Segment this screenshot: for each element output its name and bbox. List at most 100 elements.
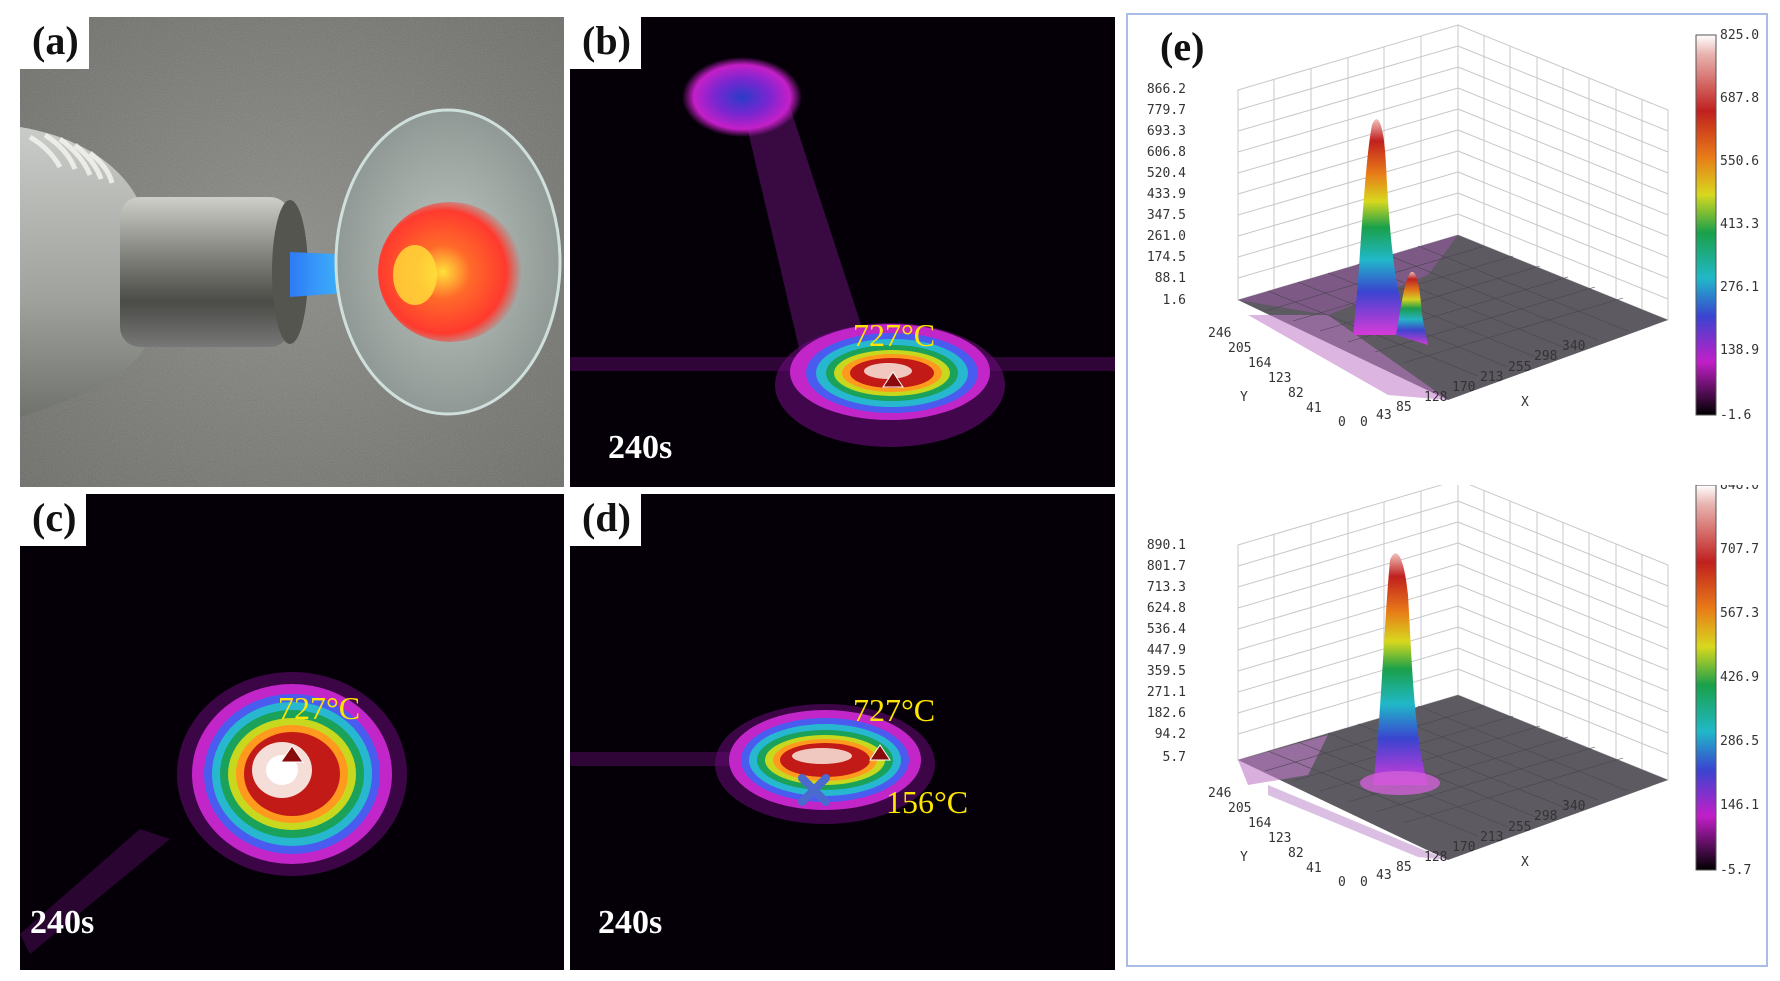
z1-tick: 1.6 (1163, 293, 1186, 308)
z1-tick: 347.5 (1147, 208, 1186, 223)
cb1-tick: 825.0 (1720, 28, 1759, 43)
hot-spot-triangle-icon (869, 744, 891, 761)
x2-tick: 170 (1452, 840, 1475, 855)
z2-tick: 359.5 (1147, 664, 1186, 679)
x1-tick: 0 (1360, 415, 1368, 430)
cb2-tick: 567.3 (1720, 606, 1759, 621)
x1-tick: 255 (1508, 360, 1531, 375)
cb1-tick: 413.3 (1720, 217, 1759, 232)
panel-e-3d-plots: (e) (1126, 13, 1768, 967)
y1-tick: 41 (1306, 401, 1322, 416)
y1-tick: 123 (1268, 371, 1291, 386)
x2-tick: 128 (1424, 850, 1447, 865)
panel-d-time: 240s (598, 904, 663, 941)
z2-tick: 713.3 (1147, 580, 1186, 595)
z1-tick: 606.8 (1147, 145, 1186, 160)
cb1-tick: 550.6 (1720, 154, 1759, 169)
x1-tick: 340 (1562, 339, 1585, 354)
z2-tick: 271.1 (1147, 685, 1186, 700)
x2-tick: 340 (1562, 799, 1585, 814)
z1-tick: 866.2 (1147, 82, 1186, 97)
x1-tick: 85 (1396, 400, 1412, 415)
z1-tick: 88.1 (1155, 271, 1186, 286)
x1-tick: 298 (1534, 349, 1557, 364)
z1-tick: 174.5 (1147, 250, 1186, 265)
surface-plot-1: 825.0 687.8 550.6 413.3 276.1 138.9 -1.6… (1147, 24, 1759, 430)
y1-tick: 0 (1338, 415, 1346, 430)
panel-d-min-temp: 156°C (886, 784, 969, 820)
y2-axis-label: Y (1240, 850, 1248, 865)
x2-tick: 213 (1480, 830, 1503, 845)
panel-c-thermal: (c) 727°C 240s (20, 494, 564, 970)
cb1-tick: 687.8 (1720, 91, 1759, 106)
x1-tick: 128 (1424, 390, 1447, 405)
y2-tick: 164 (1248, 816, 1272, 831)
x1-tick: 170 (1452, 380, 1475, 395)
panel-d-label: (d) (570, 494, 641, 546)
panel-b-label: (b) (570, 17, 641, 69)
heat-zone-c (177, 672, 407, 876)
z1-tick: 520.4 (1147, 166, 1186, 181)
torch-photo (20, 17, 564, 487)
z2-tick: 5.7 (1163, 750, 1186, 765)
y2-tick: 0 (1338, 875, 1346, 890)
x2-tick: 85 (1396, 860, 1412, 875)
panel-e-label: (e) (1148, 23, 1215, 75)
panel-d-thermal: (d) 727°C 156°C 240s (570, 494, 1115, 970)
hot-spot-triangle-icon (280, 745, 304, 763)
thermal-image-b (570, 57, 1115, 447)
cb1-tick: 138.9 (1720, 343, 1759, 358)
y1-axis-label: Y (1240, 390, 1248, 405)
z1-tick: 693.3 (1147, 124, 1186, 139)
z2-tick: 624.8 (1147, 601, 1186, 616)
panel-b-thermal: (b) 727°C 240s (570, 17, 1115, 487)
cb1-tick: -1.6 (1720, 408, 1751, 423)
z2-tick: 94.2 (1155, 727, 1186, 742)
panel-c-max-temp: 727°C (278, 690, 361, 726)
y1-tick: 205 (1228, 341, 1251, 356)
x2-tick: 255 (1508, 820, 1531, 835)
y1-tick: 82 (1288, 386, 1304, 401)
x2-tick: 0 (1360, 875, 1368, 890)
y2-tick: 41 (1306, 861, 1322, 876)
panel-c-time: 240s (30, 904, 95, 941)
z2-tick: 890.1 (1147, 538, 1186, 553)
surface-plot-2: 848.0 707.7 567.3 426.9 286.5 146.1 -5.7… (1147, 485, 1759, 890)
y2-tick: 82 (1288, 846, 1304, 861)
x1-tick: 213 (1480, 370, 1503, 385)
heat-zone-d (715, 704, 935, 824)
z2-tick: 536.4 (1147, 622, 1186, 637)
y1-tick: 246 (1208, 326, 1231, 341)
z1-tick: 779.7 (1147, 103, 1186, 118)
y2-tick: 205 (1228, 801, 1251, 816)
panel-c-label: (c) (20, 494, 87, 546)
x2-tick: 298 (1534, 809, 1557, 824)
z2-tick: 447.9 (1147, 643, 1186, 658)
panel-d-max-temp: 727°C (853, 692, 936, 728)
panel-a-label: (a) (20, 17, 89, 69)
cb2-tick: 707.7 (1720, 542, 1759, 557)
colorbar-2 (1695, 485, 1717, 871)
panel-a-photo: (a) (20, 17, 564, 487)
cb2-tick: 146.1 (1720, 798, 1759, 813)
x1-tick: 43 (1376, 408, 1392, 423)
y2-tick: 123 (1268, 831, 1291, 846)
z2-tick: 182.6 (1147, 706, 1186, 721)
thermal-image-d (570, 704, 935, 824)
z2-tick: 801.7 (1147, 559, 1186, 574)
colorbar-1 (1695, 34, 1717, 416)
z1-tick: 433.9 (1147, 187, 1186, 202)
panel-b-time: 240s (608, 429, 673, 466)
x1-axis-label: X (1521, 395, 1529, 410)
x2-tick: 43 (1376, 868, 1392, 883)
x2-axis-label: X (1521, 855, 1529, 870)
cb2-tick: 286.5 (1720, 734, 1759, 749)
cb1-tick: 276.1 (1720, 280, 1759, 295)
hot-spot-triangle-icon (882, 371, 904, 388)
panel-b-max-temp: 727°C (853, 317, 936, 353)
thermal-image-c (20, 672, 407, 954)
cb2-tick: -5.7 (1720, 863, 1751, 878)
y1-tick: 164 (1248, 356, 1272, 371)
y2-tick: 246 (1208, 786, 1231, 801)
cb2-tick: 426.9 (1720, 670, 1759, 685)
